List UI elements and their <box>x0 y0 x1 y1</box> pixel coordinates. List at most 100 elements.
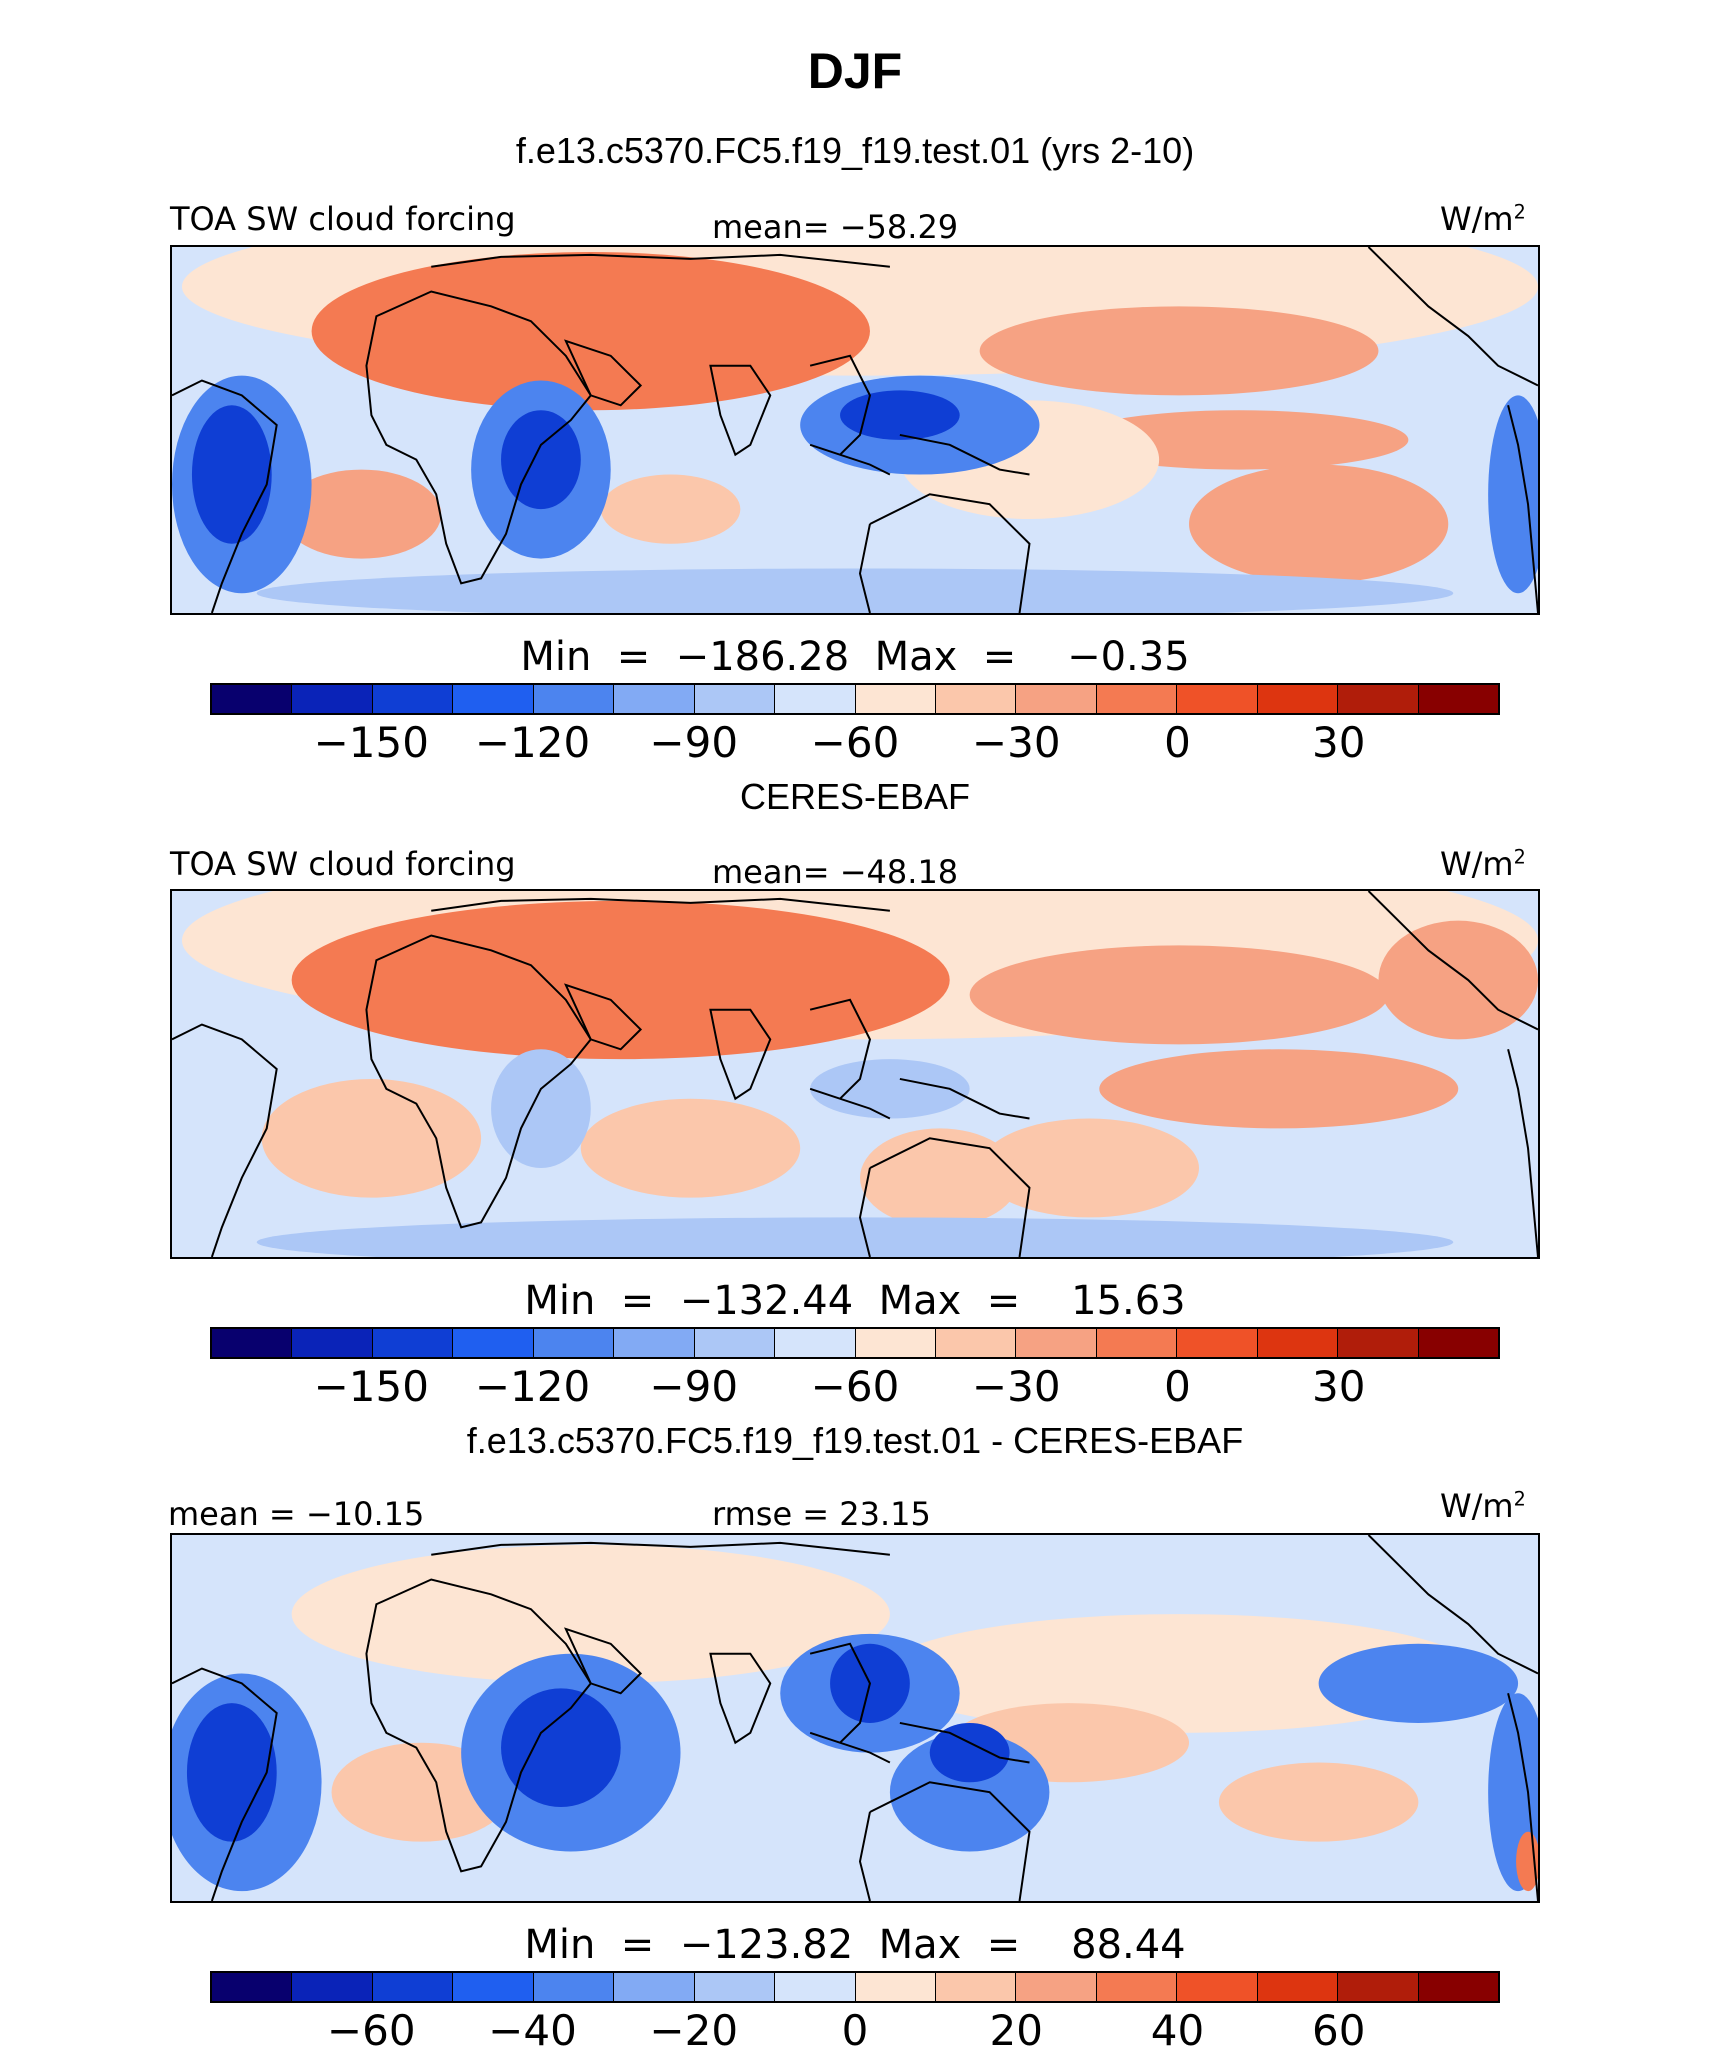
colorbar-bin <box>292 1329 373 1357</box>
coastline <box>1367 891 1538 1031</box>
contour-region <box>1218 1762 1419 1842</box>
colorbar-bin <box>614 685 695 713</box>
colorbar-bin <box>1096 1973 1178 2001</box>
coastline <box>809 1731 891 1764</box>
coastline <box>809 998 872 1100</box>
colorbar-tick-label: 30 <box>1312 1362 1366 1411</box>
coastline <box>899 433 1030 476</box>
panel-1-title: f.e13.c5370.FC5.f19_f19.test.01 (yrs 2-1… <box>515 130 1195 171</box>
colorbar-bin <box>1338 1973 1419 2001</box>
colorbar-bin <box>1016 1329 1097 1357</box>
colorbar-bin <box>1338 1329 1419 1357</box>
colorbar-tick-label: −40 <box>488 2006 577 2055</box>
contour-region <box>840 390 960 440</box>
panel-1-map <box>170 245 1540 615</box>
contour-region <box>311 251 870 411</box>
coastline <box>809 1087 891 1120</box>
contour-region <box>979 1118 1199 1218</box>
colorbar-bin <box>1096 1329 1178 1357</box>
coastline <box>809 1642 872 1744</box>
panel-2-map <box>170 889 1540 1259</box>
colorbar-bin <box>1016 685 1097 713</box>
coastline <box>365 934 592 1229</box>
colorbar-bin <box>1338 685 1419 713</box>
contour-region <box>501 410 581 510</box>
panel-3-minmax: Min = −123.82 Max = 88.44 <box>524 1922 1186 1968</box>
colorbar-bin <box>453 1329 534 1357</box>
panel-2-unit-label: W/m2 <box>1440 845 1526 883</box>
contour-region <box>191 405 272 544</box>
coastline <box>709 364 772 457</box>
contour-region <box>580 1098 801 1198</box>
panel-3-contour-map <box>172 1535 1538 1901</box>
coastline <box>809 354 872 456</box>
contour-region <box>600 474 741 544</box>
colorbar-tick-label: −60 <box>810 1362 900 1411</box>
coastline <box>1507 405 1538 613</box>
colorbar-bin <box>212 685 293 713</box>
colorbar-bin <box>1016 1973 1097 2001</box>
colorbar-bin <box>292 685 373 713</box>
colorbar-bin <box>935 1973 1017 2001</box>
contour-region <box>810 1059 970 1119</box>
panel-2-contour-map <box>172 891 1538 1257</box>
contour-region <box>889 1732 1050 1852</box>
panel-3-unit-label: W/m2 <box>1440 1487 1526 1525</box>
panel-3-title: f.e13.c5370.FC5.f19_f19.test.01 - CERES-… <box>466 1420 1244 1461</box>
contour-region <box>291 1544 890 1684</box>
colorbar-bin <box>614 1973 695 2001</box>
colorbar-bin <box>533 685 615 713</box>
colorbar-bin <box>1096 685 1178 713</box>
colorbar-tick-label: −150 <box>313 1362 429 1411</box>
colorbar-bin <box>694 1973 776 2001</box>
panel-2-title: CERES-EBAF <box>739 776 971 817</box>
coastline <box>858 493 1031 613</box>
panel-1-variable-label: TOA SW cloud forcing <box>170 200 516 238</box>
contour-region <box>1189 464 1449 584</box>
colorbar-bin <box>855 1973 936 2001</box>
colorbar-tick-label: −30 <box>971 1362 1061 1411</box>
colorbar-bin <box>694 1329 776 1357</box>
colorbar-bin <box>1418 685 1498 713</box>
contour-region <box>969 945 1389 1045</box>
contour-region <box>859 1128 1020 1228</box>
colorbar-tick-label: −90 <box>649 718 739 767</box>
coastline <box>899 1077 1030 1120</box>
contour-region <box>1378 920 1538 1040</box>
figure-title: DJF <box>807 43 903 99</box>
colorbar-tick-label: 40 <box>1150 2006 1205 2055</box>
colorbar-tick-label: −90 <box>649 1362 739 1411</box>
colorbar-tick-label: 20 <box>989 2006 1043 2055</box>
colorbar-bin <box>1418 1973 1498 2001</box>
panel-1-colorbar <box>210 683 1500 715</box>
colorbar-bin <box>453 685 534 713</box>
colorbar-bin <box>1177 1973 1258 2001</box>
colorbar-bin <box>1418 1329 1498 1357</box>
contour-region <box>281 469 442 559</box>
colorbar-bin <box>694 685 776 713</box>
colorbar-bin <box>1177 1329 1258 1357</box>
contour-region <box>1099 1049 1459 1129</box>
colorbar-bin <box>533 1973 615 2001</box>
panel-3-colorbar <box>210 1971 1500 2003</box>
contour-region <box>256 568 1454 613</box>
colorbar-tick-label: −120 <box>474 1362 591 1411</box>
coastline <box>709 1652 772 1745</box>
coastline <box>431 253 891 268</box>
coastline <box>858 1781 1031 1901</box>
coastline <box>1367 1535 1538 1675</box>
colorbar-bin <box>212 1973 293 2001</box>
panel-1-minmax: Min = −186.28 Max = −0.35 <box>520 634 1190 680</box>
coastline <box>563 339 643 407</box>
coastline <box>365 290 592 585</box>
panel-3-map <box>170 1533 1540 1903</box>
contour-region <box>501 1688 621 1808</box>
colorbar-tick-label: 0 <box>841 2006 869 2055</box>
coastline <box>563 983 643 1051</box>
colorbar-tick-label: 0 <box>1164 1362 1191 1411</box>
coastline <box>809 443 891 476</box>
coastline <box>1507 1693 1538 1901</box>
colorbar-tick-label: 60 <box>1312 2006 1366 2055</box>
colorbar-bin <box>1177 685 1258 713</box>
colorbar-tick-label: −60 <box>810 718 900 767</box>
